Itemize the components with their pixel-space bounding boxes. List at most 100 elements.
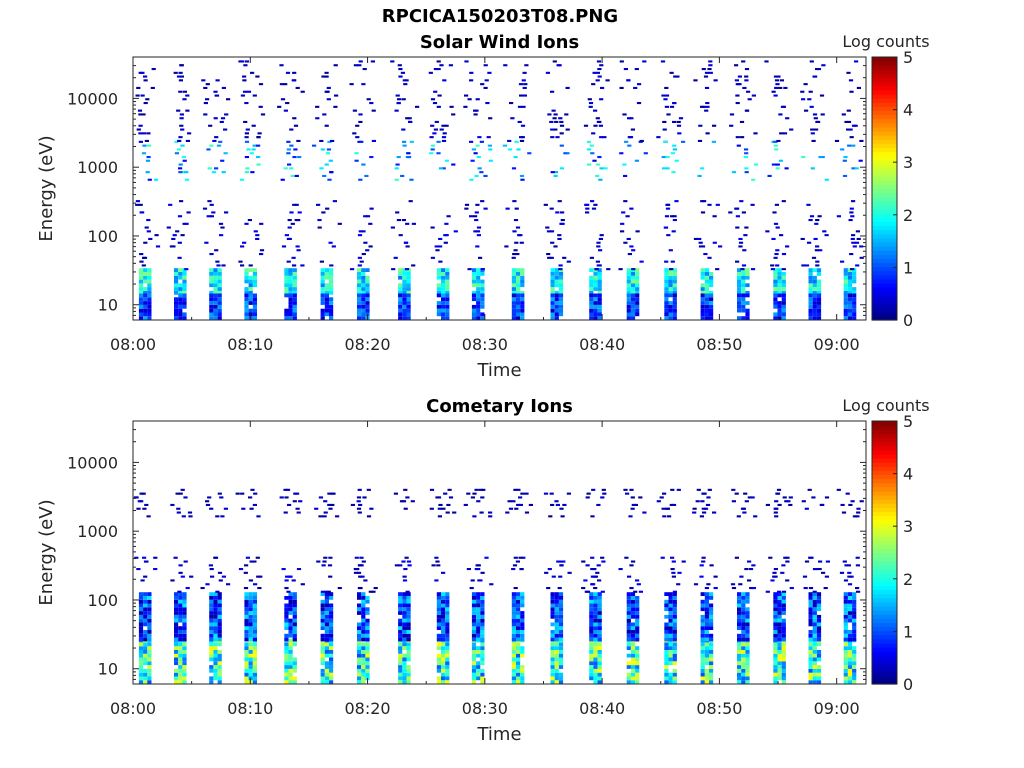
heatmap-cell [430, 256, 435, 259]
heatmap-cell [244, 136, 249, 139]
heatmap-cell [248, 301, 253, 305]
heatmap-cell [357, 264, 362, 267]
heatmap-cell [255, 75, 260, 78]
heatmap-cell [178, 680, 183, 684]
heatmap-cell [668, 630, 673, 634]
heatmap-cell [808, 672, 813, 677]
heatmap-cell [700, 283, 705, 288]
heatmap-cell [248, 657, 253, 662]
heatmap-cell [550, 297, 555, 302]
heatmap-cell [477, 167, 482, 170]
heatmap-cell [401, 98, 406, 101]
heatmap-cell [623, 200, 628, 203]
heatmap-cell [550, 596, 555, 600]
heatmap-cell [561, 560, 566, 563]
colorbar-segment [872, 262, 897, 268]
heatmap-cell [179, 117, 184, 120]
heatmap-cell [630, 680, 636, 684]
heatmap-cell [672, 626, 677, 630]
heatmap-cell [329, 287, 334, 291]
heatmap-cell [324, 71, 329, 74]
heatmap-cell [816, 596, 822, 600]
colorbar-segment [872, 449, 897, 455]
heatmap-cell [674, 200, 679, 203]
colorbar-segment [872, 89, 897, 95]
colorbar-segment [872, 523, 897, 529]
heatmap-cell [398, 680, 403, 684]
heatmap-cell [593, 630, 598, 634]
heatmap-cell [252, 672, 257, 677]
colorbar-segment [872, 188, 897, 194]
heatmap-cell [550, 603, 555, 608]
heatmap-cell [142, 556, 147, 559]
heatmap-cell [288, 676, 293, 681]
heatmap-cell [475, 230, 481, 233]
heatmap-cell [476, 637, 481, 642]
heatmap-cell [520, 614, 525, 619]
heatmap-cell [141, 152, 147, 155]
heatmap-cell [213, 290, 218, 295]
heatmap-cell [773, 75, 779, 78]
heatmap-cell [741, 607, 746, 612]
heatmap-cell [320, 657, 325, 662]
heatmap-cell [704, 642, 709, 647]
heatmap-cell [592, 71, 597, 74]
heatmap-cell [511, 672, 516, 677]
heatmap-cell [807, 98, 812, 101]
heatmap-cell [174, 633, 179, 638]
heatmap-cell [174, 279, 179, 284]
heatmap-cell [747, 496, 752, 499]
heatmap-cell [737, 665, 742, 669]
heatmap-cell [240, 60, 245, 63]
heatmap-cell [292, 71, 297, 74]
heatmap-cell [742, 86, 747, 89]
heatmap-cell [174, 661, 179, 666]
heatmap-cell [395, 163, 400, 166]
heatmap-cell [138, 203, 143, 206]
heatmap-cell [744, 79, 749, 82]
heatmap-cell [369, 507, 374, 510]
heatmap-cell [329, 672, 334, 677]
heatmap-cell [511, 592, 516, 596]
heatmap-cell [155, 245, 161, 248]
heatmap-cell [300, 264, 305, 267]
heatmap-cell [471, 676, 477, 681]
heatmap-cell [405, 117, 410, 120]
heatmap-cell [361, 661, 366, 666]
heatmap-cell [597, 599, 602, 604]
heatmap-cell [436, 599, 441, 604]
heatmap-cell [601, 560, 606, 563]
heatmap-cell [700, 676, 705, 681]
heatmap-cell [554, 661, 559, 666]
figure-title: RPCICA150203T08.PNG [381, 6, 619, 27]
heatmap-cell [585, 203, 590, 206]
heatmap-cell [244, 592, 249, 596]
heatmap-cell [664, 633, 669, 638]
heatmap-cell [709, 596, 714, 600]
heatmap-cell [324, 297, 329, 302]
heatmap-cell [476, 226, 482, 229]
heatmap-cell [138, 140, 143, 143]
heatmap-cell [591, 207, 597, 210]
heatmap-cell [248, 672, 253, 677]
heatmap-cell [182, 293, 187, 298]
heatmap-cell [357, 275, 362, 280]
x-axis-label: Time [476, 724, 521, 745]
heatmap-cell [213, 275, 218, 280]
heatmap-cell [524, 511, 530, 514]
heatmap-cell [408, 120, 413, 123]
heatmap-cell [773, 642, 778, 647]
heatmap-cell [700, 680, 705, 684]
heatmap-cell [248, 293, 253, 298]
heatmap-cell [597, 156, 602, 159]
heatmap-cell [356, 500, 361, 503]
heatmap-cell [808, 279, 813, 284]
heatmap-cell [184, 222, 189, 225]
heatmap-cell [402, 637, 407, 642]
heatmap-cell [143, 290, 148, 295]
heatmap-cell [480, 304, 485, 309]
heatmap-cell [777, 650, 782, 654]
heatmap-cell [815, 68, 820, 71]
heatmap-cell [623, 174, 628, 177]
heatmap-cell [235, 492, 240, 495]
